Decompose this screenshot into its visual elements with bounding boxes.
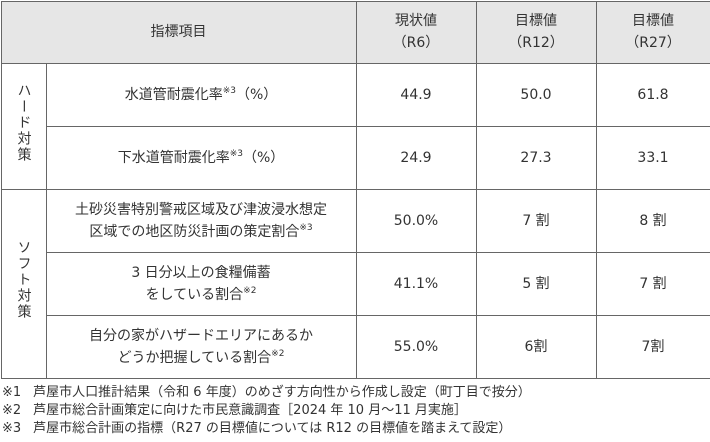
item-cell: 土砂災害特別警戒区域及び津波浸水想定区域での地区防災計画の策定割合※3 [45, 188, 357, 253]
value-cell: 55.0% [355, 314, 477, 379]
value-cell: 24.9 [355, 125, 477, 190]
table-row: 自分の家がハザードエリアにあるかどうか把握している割合※2 55.0% 6割 7割 [1, 314, 710, 379]
value-text: 27.3 [520, 149, 552, 166]
header-text: （R6） [392, 35, 440, 51]
table-row: 下水道管耐震化率※3（%） 24.9 27.3 33.1 [1, 125, 710, 190]
footnote: ※1 芦屋市人口推計結果（令和 6 年度）のめざす方向性から作成し設定（町丁目で按… [2, 384, 531, 402]
item-cell: 水道管耐震化率※3（%） [45, 62, 357, 127]
value-text: 7 割 [639, 275, 667, 292]
footnote-text: 芦屋市人口推計結果（令和 6 年度）のめざす方向性から作成し設定（町丁目で按分） [33, 385, 531, 400]
group-label: ソフト対策 [15, 240, 32, 320]
group-cell: ソフト対策 [0, 188, 47, 379]
table-row: ハード対策 水道管耐震化率※3（%） 44.9 50.0 61.8 [0, 62, 710, 190]
item-text: 水道管耐震化率 [124, 86, 223, 103]
note-mark: ※3 [229, 148, 243, 159]
header-text: 目標値 [632, 13, 674, 29]
header-text: （R27） [625, 35, 681, 51]
item-text: 区域での地区防災計画の策定割合 [89, 223, 300, 240]
header-text: 目標値 [515, 13, 557, 29]
item-text: 3 日分以上の食糧備蓄 [131, 264, 271, 281]
value-cell: 7 割 [475, 188, 597, 253]
item-cell: 3 日分以上の食糧備蓄をしている割合※2 [45, 251, 357, 316]
footnote: ※3 芦屋市総合計画の指標（R27 の目標値については R12 の目標値を踏まえて… [2, 420, 511, 438]
header-cell: 目標値 （R27） [595, 0, 710, 64]
value-text: 33.1 [637, 149, 669, 166]
value-cell: 61.8 [595, 62, 710, 127]
value-text: 8 割 [639, 212, 667, 229]
footnote: ※2 芦屋市総合計画策定に向けた市民意識調査［2024 年 10 月～11 月実施… [2, 402, 467, 420]
value-text: 5 割 [522, 275, 550, 292]
footnote-text: 芦屋市総合計画策定に向けた市民意識調査［2024 年 10 月～11 月実施］ [33, 403, 467, 418]
value-cell: 7 割 [595, 251, 710, 316]
group-label: ハード対策 [15, 82, 32, 163]
indicator-table: 指標項目 現状値 （R6） 目標値 （R12） 目標値 （R27） ハード対策 水道管耐震化率※… [0, 0, 710, 379]
value-text: 7 割 [522, 212, 550, 229]
header-cell: 指標項目 [0, 0, 357, 64]
value-cell: 7割 [595, 314, 710, 379]
value-text: 55.0% [393, 338, 439, 355]
value-text: 6割 [524, 338, 548, 355]
value-cell: 27.3 [475, 125, 597, 190]
header-cell: 現状値 （R6） [355, 0, 477, 64]
footnote-mark: ※1 [2, 385, 22, 400]
value-cell: 6割 [475, 314, 597, 379]
header-cell: 目標値 （R12） [475, 0, 597, 64]
header-row: 指標項目 現状値 （R6） 目標値 （R12） 目標値 （R27） [0, 0, 710, 64]
value-text: 44.9 [400, 86, 432, 103]
note-mark: ※3 [299, 222, 313, 233]
table-row: ソフト対策 土砂災害特別警戒区域及び津波浸水想定 区域での地区防災計画の策定割合※3… [0, 188, 710, 379]
note-mark: ※2 [243, 285, 257, 296]
item-text: 自分の家がハザードエリアにあるか [89, 327, 313, 344]
footnote-mark: ※2 [2, 403, 22, 418]
footnote-mark: ※3 [2, 421, 22, 436]
header-text: 現状値 [395, 13, 437, 29]
value-cell: 5 割 [475, 251, 597, 316]
item-text: 下水道管耐震化率 [117, 149, 230, 166]
item-text: どうか把握している割合 [117, 349, 272, 366]
footnote-text: 芦屋市総合計画の指標（R27 の目標値については R12 の目標値を踏まえて設定… [33, 421, 512, 436]
value-text: 61.8 [637, 86, 669, 103]
value-cell: 50.0% [355, 188, 477, 253]
value-cell: 33.1 [595, 125, 710, 190]
item-unit: （%） [235, 86, 278, 103]
note-mark: ※3 [222, 85, 236, 96]
value-text: 7割 [641, 338, 665, 355]
value-text: 50.0 [520, 86, 552, 103]
item-cell: 下水道管耐震化率※3（%） [45, 125, 357, 190]
header-text: 指標項目 [150, 24, 207, 40]
value-text: 50.0% [393, 212, 439, 229]
item-cell: 自分の家がハザードエリアにあるかどうか把握している割合※2 [45, 314, 357, 379]
value-text: 24.9 [400, 149, 432, 166]
header-text: （R12） [508, 35, 564, 51]
value-cell: 8 割 [595, 188, 710, 253]
note-mark: ※2 [271, 348, 285, 359]
item-text: をしている割合 [145, 286, 244, 303]
value-cell: 50.0 [475, 62, 597, 127]
value-cell: 44.9 [355, 62, 477, 127]
table-row: 3 日分以上の食糧備蓄をしている割合※2 41.1% 5 割 7 割 [1, 251, 710, 316]
value-text: 41.1% [393, 275, 439, 292]
item-unit: （%） [242, 149, 285, 166]
value-cell: 41.1% [355, 251, 477, 316]
group-cell: ハード対策 [0, 62, 47, 190]
item-text: 土砂災害特別警戒区域及び津波浸水想定 [75, 201, 327, 218]
